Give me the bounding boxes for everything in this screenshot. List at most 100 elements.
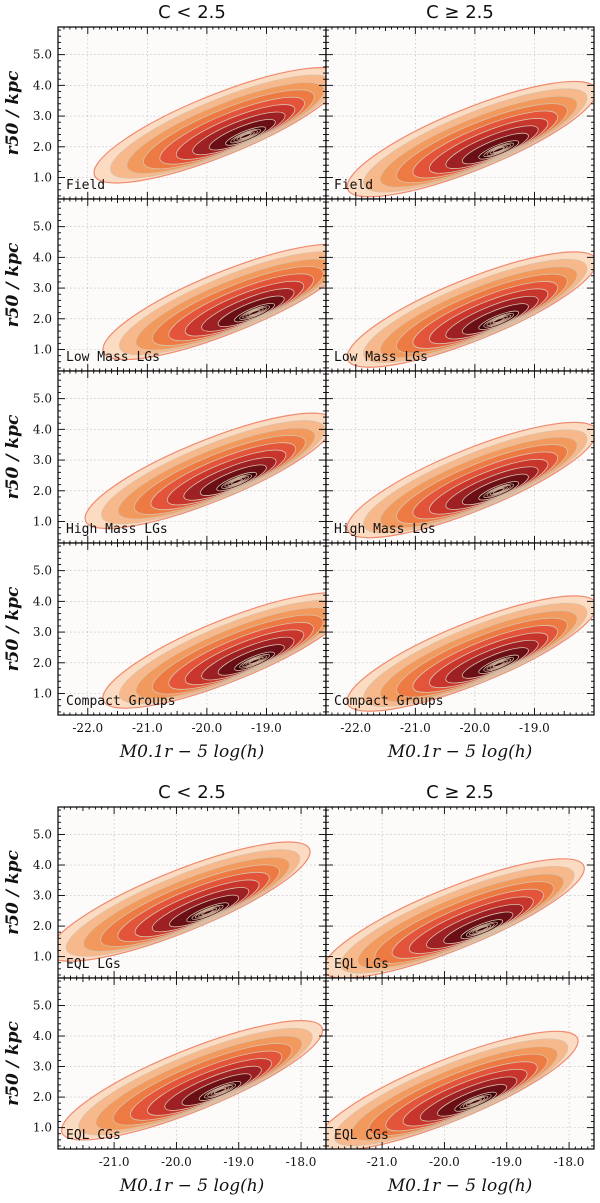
contour-line — [191, 904, 224, 920]
contour-line — [486, 144, 511, 156]
panel-label: Compact Groups — [334, 694, 444, 709]
contour-line — [492, 146, 505, 153]
y-tick-label: 1.0 — [33, 171, 52, 185]
panel — [57, 542, 327, 716]
x-tick-label: -21.0 — [367, 1155, 398, 1169]
x-tick-label: -21.0 — [400, 721, 431, 735]
panel-label: Compact Groups — [66, 694, 176, 709]
contour-line — [486, 314, 511, 327]
y-tick-label: 4.0 — [33, 594, 52, 608]
contour-level — [460, 919, 504, 940]
y-tick-label: 4.0 — [33, 858, 52, 872]
panel-label: High Mass LGs — [66, 522, 168, 537]
density-contours — [346, 251, 594, 368]
y-tick-label: 4.0 — [33, 422, 52, 436]
panel-label: EQL LGs — [66, 957, 121, 972]
panel — [57, 26, 327, 200]
contour-line — [233, 130, 258, 142]
contour-level — [225, 126, 266, 146]
contour-line — [210, 1086, 230, 1096]
x-tick-label: -20.0 — [161, 1155, 192, 1169]
x-tick-label: -21.0 — [99, 1155, 130, 1169]
contour-line — [469, 923, 495, 936]
panel — [325, 198, 595, 372]
contour-level — [234, 651, 275, 671]
panel — [325, 806, 595, 979]
x-axis-label: M0.1r − 5 log(h) — [387, 1176, 533, 1196]
contour-line — [242, 655, 267, 668]
contour-level — [198, 1081, 242, 1101]
contour-line — [221, 474, 252, 489]
density-contours — [326, 858, 585, 978]
contour-level — [478, 140, 520, 160]
ticks — [57, 543, 326, 715]
contour-line — [489, 145, 508, 155]
y-tick-label: 3.0 — [33, 453, 52, 467]
contour-line — [239, 133, 252, 139]
panel — [325, 542, 595, 716]
y-tick-label: 5.0 — [33, 998, 52, 1012]
density-contours — [346, 80, 594, 198]
contour-level — [186, 902, 229, 923]
density-contours — [346, 595, 594, 712]
y-tick-label: 5.0 — [33, 48, 52, 62]
density-contours — [102, 243, 326, 361]
contour-line — [469, 1098, 482, 1105]
x-tick-label: -20.0 — [191, 721, 222, 735]
density-contours — [58, 841, 311, 962]
contour-line — [242, 306, 267, 319]
contour-line — [248, 309, 261, 316]
panel-label: Field — [334, 178, 373, 193]
ticks — [325, 543, 594, 715]
contour-line — [227, 477, 246, 486]
y-tick-label: 5.0 — [33, 564, 52, 578]
x-tick-label: -22.0 — [340, 721, 371, 735]
contour-line — [230, 478, 243, 485]
ticks — [325, 199, 594, 371]
contour-line — [462, 1095, 489, 1108]
x-tick-label: -19.0 — [251, 721, 282, 735]
panel-frame — [325, 977, 595, 1150]
panels-layer — [57, 26, 595, 1150]
column-title: C ≥ 2.5 — [426, 2, 494, 23]
contour-level — [478, 481, 520, 501]
contour-line — [224, 475, 249, 488]
contour-level — [234, 303, 275, 323]
contour-line — [239, 654, 270, 669]
panel — [57, 370, 327, 544]
contour-level — [454, 1091, 497, 1112]
contour-line — [245, 656, 264, 666]
contour-line — [466, 1097, 486, 1107]
x-tick-label: -18.0 — [286, 1155, 317, 1169]
y-tick-label: 2.0 — [33, 919, 52, 933]
x-tick-label: -19.0 — [223, 1155, 254, 1169]
contour-line — [245, 308, 264, 317]
y-tick-label: 1.0 — [33, 687, 52, 701]
contour-level — [216, 471, 258, 492]
contour-line — [492, 317, 505, 324]
column-title: C ≥ 2.5 — [426, 782, 494, 803]
contour-line — [486, 485, 511, 497]
contour-line — [194, 906, 221, 919]
contour-level — [478, 654, 520, 674]
contour-line — [489, 315, 508, 325]
density-contours — [93, 67, 326, 184]
density-contours — [60, 1020, 324, 1141]
x-tick-label: -18.0 — [554, 1155, 585, 1169]
contour-line — [475, 926, 489, 933]
column-title: C < 2.5 — [158, 782, 226, 803]
panel-label: EQL CGs — [334, 1128, 389, 1143]
contour-line — [198, 907, 218, 917]
contour-line — [483, 657, 515, 672]
panel-label: Field — [66, 178, 105, 193]
grid — [58, 543, 326, 715]
panel — [57, 198, 327, 372]
contour-line — [465, 921, 498, 937]
y-tick-label: 5.0 — [33, 827, 52, 841]
ticks — [57, 978, 326, 1149]
text-layer: C < 2.5 C ≥ 2.5 Field 1.0 2.0 3.0 4.0 5.0 r50 / … — [3, 2, 584, 1196]
density-contours — [84, 412, 326, 530]
panel-frame — [325, 542, 595, 716]
panel-label: Low Mass LGs — [334, 350, 428, 365]
ticks — [325, 807, 594, 978]
